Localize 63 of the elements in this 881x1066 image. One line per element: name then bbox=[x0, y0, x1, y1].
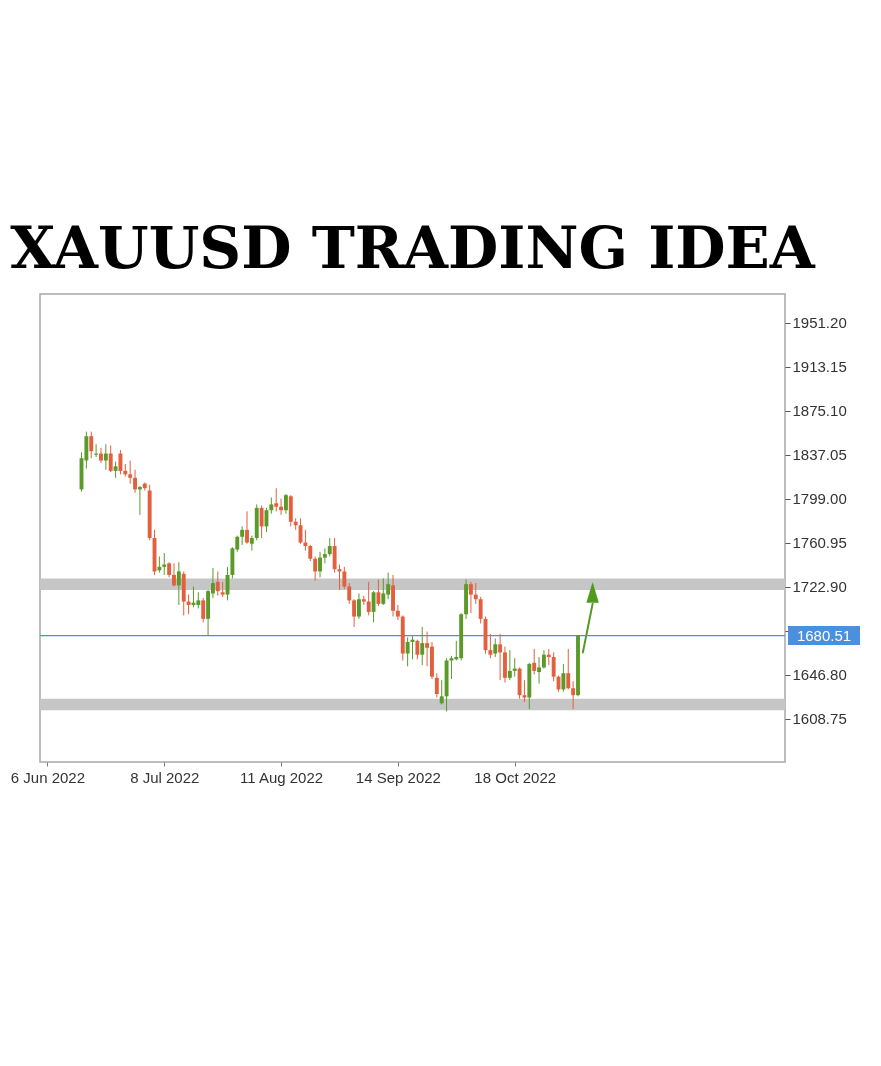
x-tick-label: 11 Aug 2022 bbox=[240, 768, 324, 786]
candlestick bbox=[240, 525, 245, 546]
candlestick bbox=[259, 505, 264, 539]
y-tick-label: 1875.10 bbox=[792, 402, 847, 420]
x-tick-label: 14 Sep 2022 bbox=[355, 768, 441, 786]
y-tick-label: 1951.20 bbox=[792, 314, 847, 332]
candlestick bbox=[405, 636, 410, 667]
candlestick bbox=[283, 493, 288, 515]
candlestick bbox=[245, 510, 249, 545]
candlestick bbox=[493, 638, 498, 658]
candlestick bbox=[89, 431, 94, 459]
x-tick-label: 6 Jun 2022 bbox=[10, 768, 86, 786]
candlestick bbox=[381, 577, 386, 606]
y-tick-label: 1722.90 bbox=[792, 578, 847, 596]
y-tick-label: 1799.00 bbox=[792, 490, 847, 508]
candlestick bbox=[551, 651, 556, 682]
candlestick bbox=[420, 626, 425, 666]
candlestick bbox=[313, 555, 318, 582]
candlestick bbox=[347, 582, 352, 605]
candlestick bbox=[468, 581, 473, 614]
candlestick bbox=[561, 663, 566, 693]
x-tick-label: 18 Oct 2022 bbox=[474, 768, 557, 786]
candlestick bbox=[327, 537, 332, 557]
candlestick bbox=[376, 579, 381, 607]
candlestick bbox=[537, 656, 542, 685]
candlestick bbox=[366, 581, 371, 616]
candlestick bbox=[172, 562, 176, 587]
candlestick bbox=[108, 444, 113, 473]
y-tick-label: 1646.80 bbox=[792, 666, 847, 684]
candlestick bbox=[488, 633, 493, 659]
candlestick bbox=[498, 633, 503, 681]
candlestick bbox=[176, 561, 181, 606]
candlestick bbox=[342, 566, 347, 590]
candlestick bbox=[395, 604, 400, 621]
x-tick-label: 8 Jul 2022 bbox=[130, 768, 200, 786]
y-tick-label: 1913.15 bbox=[792, 358, 847, 376]
candlestick bbox=[201, 597, 206, 623]
chart-title: XAUUSD TRADING IDEA bbox=[10, 214, 816, 282]
candlestick bbox=[571, 680, 576, 710]
candlestick bbox=[439, 679, 444, 705]
candlestick bbox=[274, 487, 279, 512]
candlestick bbox=[371, 590, 376, 623]
candlestick bbox=[357, 592, 361, 620]
ref-line-label: 1680.51 bbox=[796, 626, 852, 644]
candlestick bbox=[541, 649, 546, 670]
candlestick bbox=[118, 449, 123, 475]
candlestick bbox=[478, 596, 483, 624]
y-tick-label: 1837.05 bbox=[792, 446, 847, 464]
candlestick bbox=[322, 547, 327, 564]
candlestick bbox=[249, 535, 254, 552]
candlestick bbox=[215, 570, 220, 597]
candlestick bbox=[352, 598, 357, 628]
candlestick bbox=[332, 537, 337, 574]
y-tick-label: 1608.75 bbox=[792, 710, 847, 728]
candlestick bbox=[133, 469, 137, 494]
candlestick bbox=[507, 649, 512, 681]
y-tick-label: 1760.95 bbox=[792, 534, 847, 552]
candlestick bbox=[318, 551, 322, 578]
candlestick bbox=[566, 648, 571, 690]
candlestick bbox=[532, 648, 537, 675]
candlestick bbox=[128, 459, 133, 485]
candlestick bbox=[415, 639, 420, 660]
candlestick bbox=[434, 672, 439, 698]
